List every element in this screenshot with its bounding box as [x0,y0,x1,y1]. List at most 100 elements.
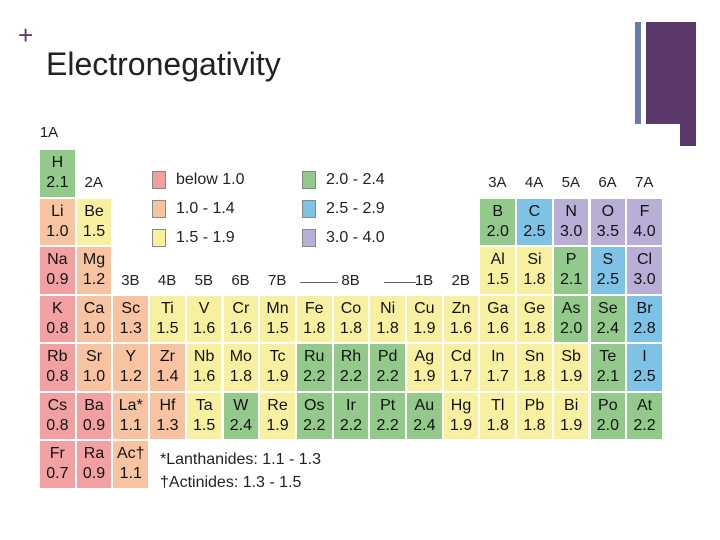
element-symbol: B [492,202,504,220]
element-symbol: I [642,348,647,365]
element-symbol: Re [267,396,288,414]
electronegativity-value: 1.5 [193,416,216,434]
element-o: O 3.5 [589,197,627,246]
electronegativity-value: 2.2 [633,416,656,434]
element-sn: Sn 1.8 [516,343,553,392]
element-symbol: Cl [636,251,653,268]
legend-label: 1.5 - 1.9 [176,229,235,246]
group-label: 1B [414,272,434,289]
legend-swatch [302,171,316,189]
electronegativity-value: 1.9 [266,416,289,434]
element-symbol: Ca [83,299,105,317]
element-symbol: Nb [193,348,215,365]
group-label: 1A [39,124,59,141]
group-8b-bracket [384,282,416,289]
electronegativity-value: 1.3 [119,319,142,337]
element-au: Au 2.4 [406,391,443,440]
element-symbol: Zn [451,299,471,317]
element-be: Be 1.5 [75,197,113,246]
electronegativity-value: 1.5 [156,319,179,337]
electronegativity-value: 2.5 [633,368,656,385]
electronegativity-value: 0.7 [46,465,69,482]
element-symbol: Be [84,202,104,220]
element-symbol: Sn [524,348,545,365]
electronegativity-value: 2.0 [486,222,509,240]
element-ra: Ra 0.9 [75,440,113,489]
element-symbol: Sr [86,348,103,365]
element-tc: Tc 1.9 [259,343,296,392]
actinides-note: †Actinides: 1.3 - 1.5 [160,474,302,491]
legend-label: 2.5 - 2.9 [326,200,385,217]
element-symbol: Cr [232,299,250,317]
element-symbol: O [601,202,615,220]
electronegativity-value: 2.2 [339,368,363,385]
element-mg: Mg 1.2 [75,246,113,295]
electronegativity-value: 2.5 [596,271,619,288]
electronegativity-value: 1.8 [523,416,546,434]
group-label: 8B [341,272,360,289]
electronegativity-value: 1.8 [339,319,363,337]
element-symbol: Mo [229,348,252,365]
element-symbol: Tl [491,396,505,414]
element-symbol: Bi [564,396,579,414]
element-ca: Ca 1.0 [75,294,113,343]
element-y: Y 1.2 [112,343,150,392]
electronegativity-value: 1.0 [82,319,106,337]
element-symbol: V [198,299,210,317]
electronegativity-value: 1.8 [229,368,252,385]
element-fe: Fe 1.8 [295,294,333,343]
electronegativity-value: 2.0 [560,319,583,337]
group-label: 3B [121,272,140,289]
element-symbol: S [602,251,614,268]
element-symbol: Rh [340,348,362,365]
element-symbol: Po [598,396,618,414]
group-label: 5A [561,174,580,191]
electronegativity-value: 2.2 [303,416,326,434]
element-symbol: Tc [269,348,286,365]
slide-title: Electronegativity [46,46,281,82]
electronegativity-value: 1.1 [119,416,142,434]
electronegativity-value: 2.2 [339,416,363,434]
element-symbol: Ag [414,348,435,365]
element-symbol: At [636,396,653,414]
element-symbol: Na [47,251,68,268]
element-symbol: Fr [49,445,65,462]
electronegativity-value: 4.0 [633,222,656,240]
electronegativity-value: 3.0 [560,222,583,240]
element-b: B 2.0 [479,197,517,246]
legend-swatch [302,229,316,247]
electronegativity-value: 1.7 [449,368,473,385]
group-label: 4A [524,174,544,191]
element-si: Si 1.8 [516,246,553,295]
group-label: 6A [598,174,617,191]
element-ti: Ti 1.5 [149,294,186,343]
electronegativity-value: 1.8 [486,416,509,434]
element-na: Na 0.9 [39,246,76,295]
element-ru: Ru 2.2 [295,343,333,392]
group-label: 7B [268,272,287,289]
element-symbol: Hg [450,396,472,414]
element-cs: Cs 0.8 [39,391,76,440]
element-hg: Hg 1.9 [442,391,480,440]
electronegativity-value: 1.9 [560,368,583,385]
electronegativity-value: 1.8 [376,319,399,337]
element-symbol: Br [636,299,653,317]
element-re: Re 1.9 [259,391,296,440]
element-symbol: Fe [304,299,324,317]
element-symbol: La* [118,396,143,414]
electronegativity-value: 1.6 [486,319,509,337]
electronegativity-value: 1.5 [82,222,106,240]
element-symbol: Te [599,348,617,365]
element-n: N 3.0 [552,197,590,246]
legend-label: 1.0 - 1.4 [176,200,235,217]
element-ga: Ga 1.6 [479,294,517,343]
element-symbol: As [561,299,581,317]
element-ba: Ba 0.9 [75,391,113,440]
element-ni: Ni 1.8 [369,294,406,343]
electronegativity-value: 1.8 [523,368,546,385]
element-symbol: Ac† [116,445,145,462]
electronegativity-value: 2.2 [376,368,399,385]
element-i: I 2.5 [626,343,663,392]
element-k: K 0.8 [39,294,76,343]
element-symbol: Mn [266,299,289,317]
